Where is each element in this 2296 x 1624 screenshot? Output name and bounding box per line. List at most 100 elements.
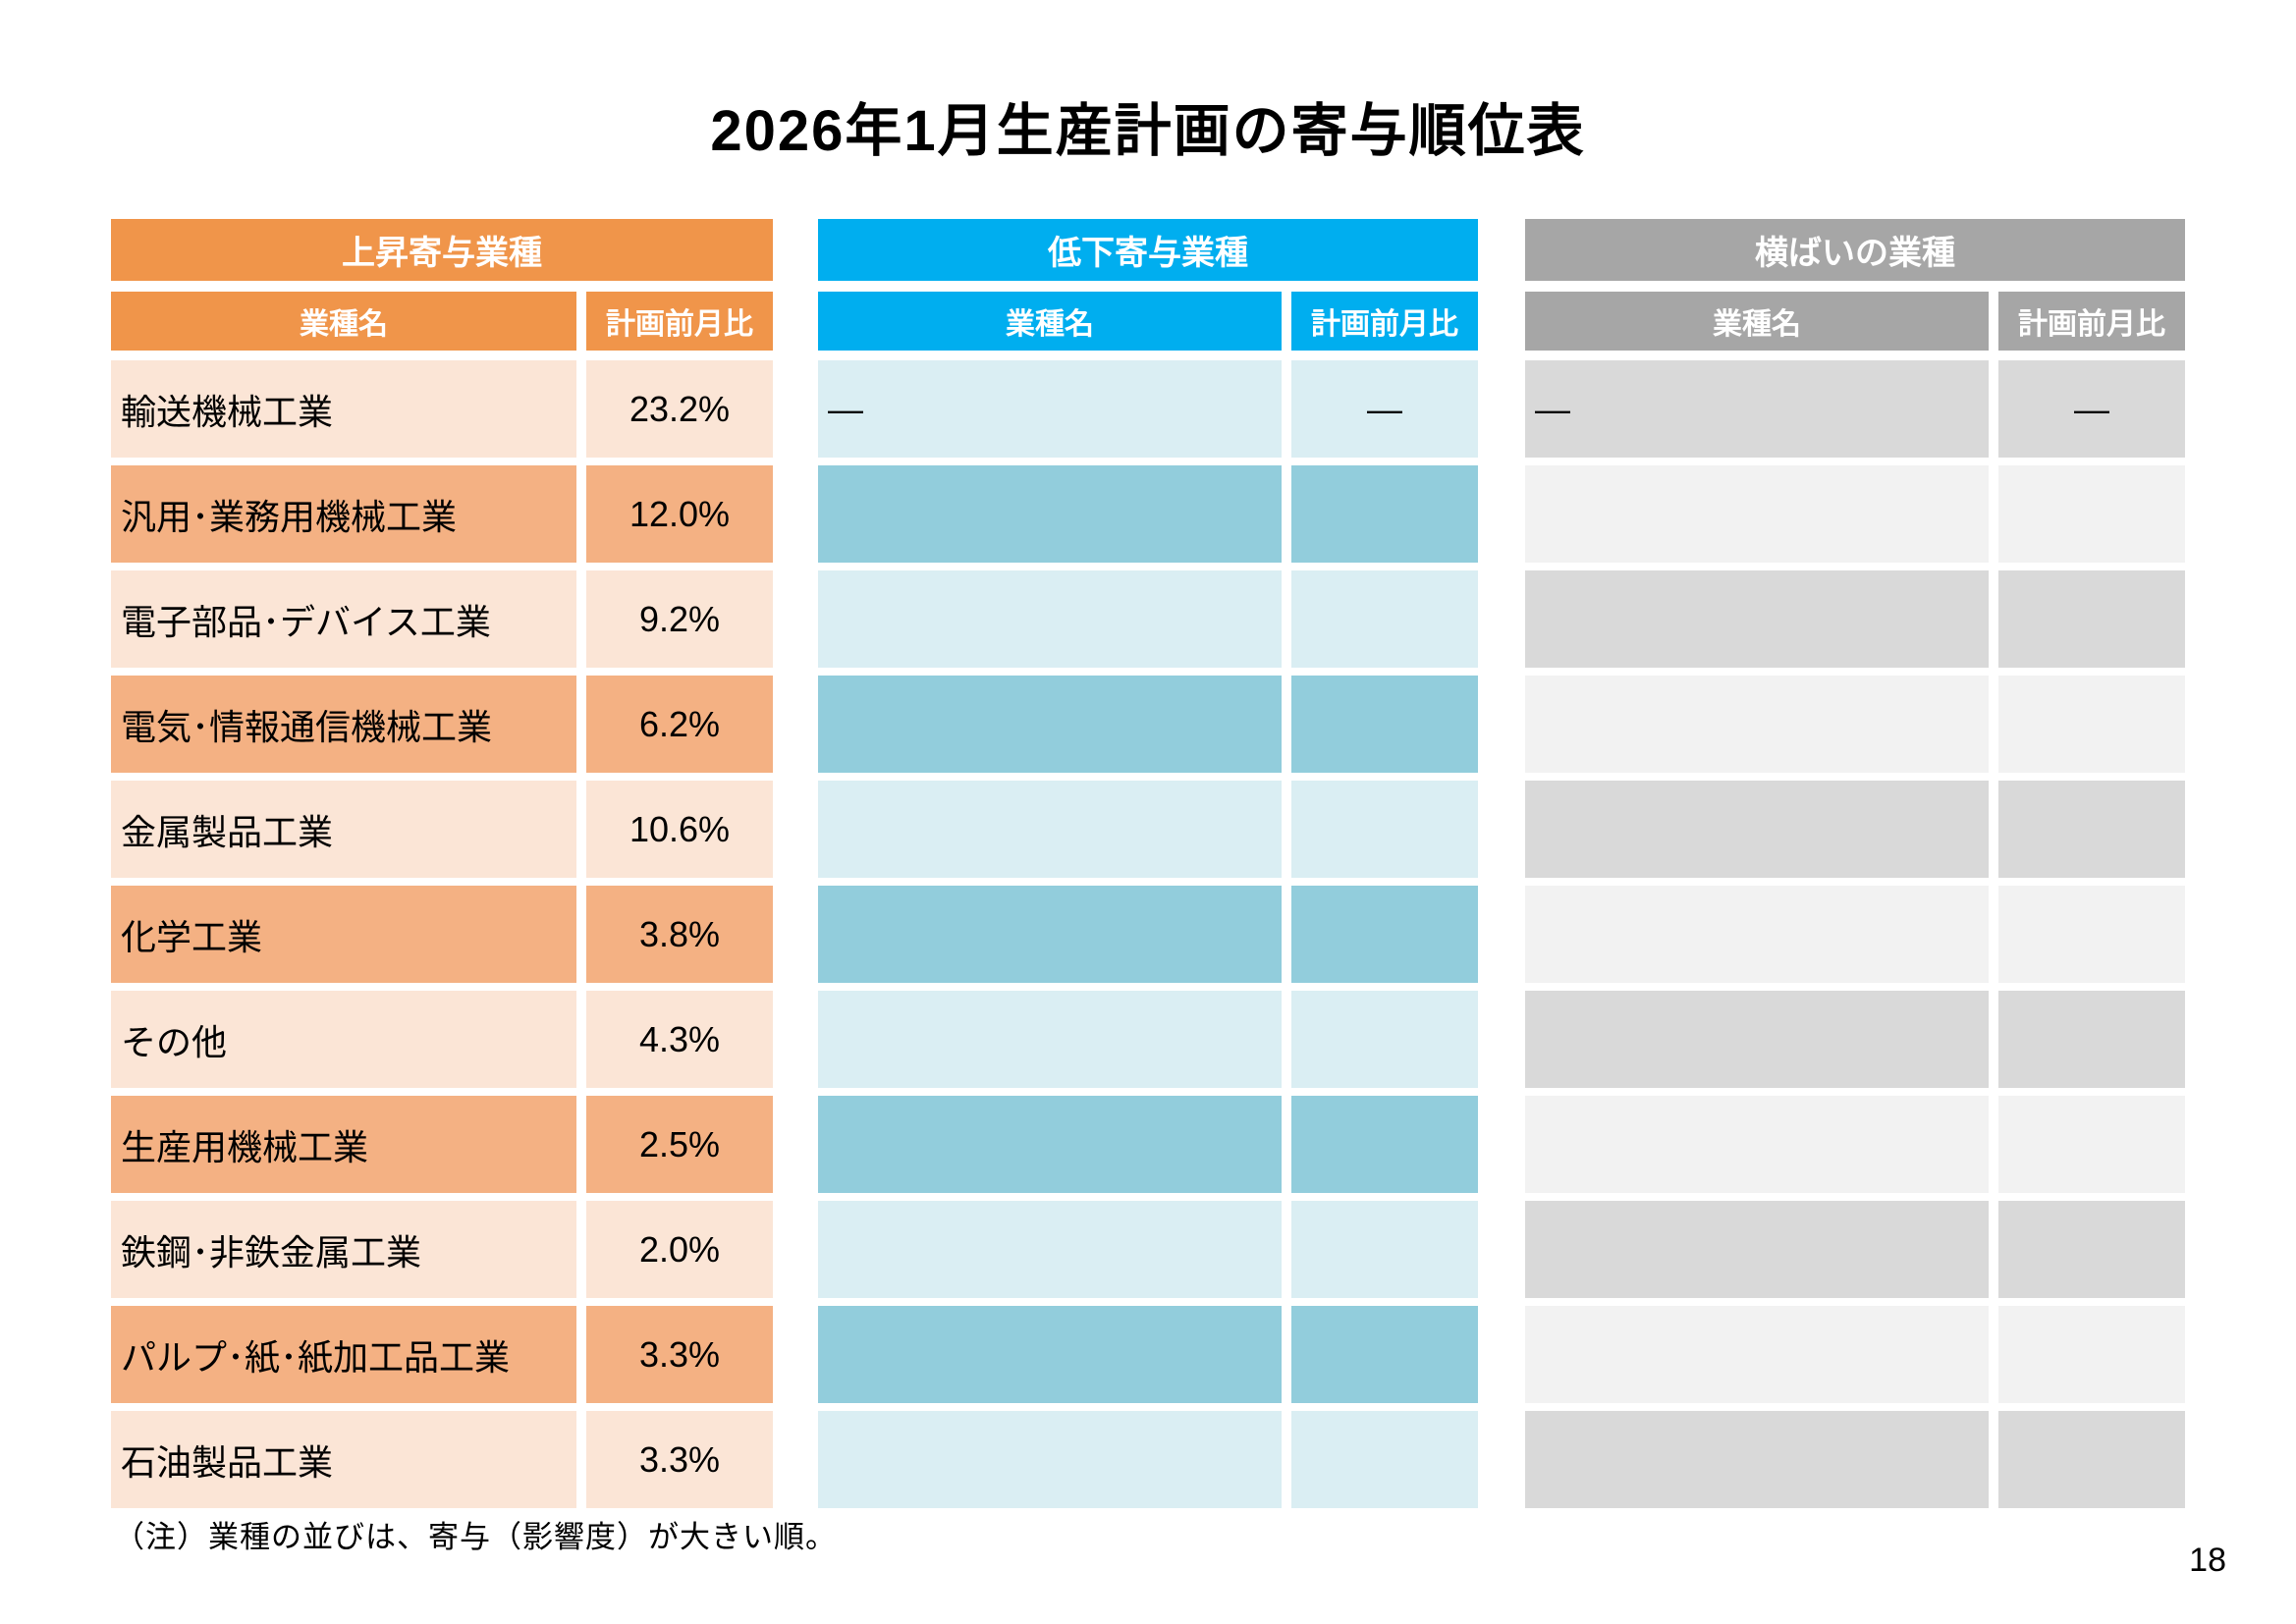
table-row [818, 1411, 1478, 1508]
table-row [1525, 1096, 2185, 1193]
ratio-value-cell: 2.5% [586, 1096, 773, 1193]
table-row [1525, 886, 2185, 983]
industry-name-cell [1525, 1411, 1989, 1508]
ratio-value-cell: 10.6% [586, 781, 773, 878]
ratio-value-cell: 12.0% [586, 465, 773, 563]
table-row: パルプ･紙･紙加工品工業 3.3% [111, 1306, 773, 1403]
column-header-industry-name: 業種名 [818, 292, 1282, 351]
table-row [1525, 465, 2185, 563]
ratio-value-cell: 23.2% [586, 360, 773, 458]
table-title-falling: 低下寄与業種 [818, 219, 1478, 281]
table-row: ― ― [818, 360, 1478, 458]
ratio-value-cell: 3.3% [586, 1411, 773, 1508]
industry-name-cell [818, 1306, 1282, 1403]
industry-name-cell: 電気･情報通信機械工業 [111, 676, 576, 773]
industry-name-cell [818, 991, 1282, 1088]
industry-name-cell: ― [818, 360, 1282, 458]
table-row [1525, 781, 2185, 878]
table-row: 生産用機械工業 2.5% [111, 1096, 773, 1193]
industry-name-cell: 金属製品工業 [111, 781, 576, 878]
table-row [818, 1306, 1478, 1403]
table-row: 電子部品･デバイス工業 9.2% [111, 570, 773, 668]
table-flat-industries: 横ばいの業種 業種名 計画前月比 ― ― [1525, 219, 2185, 1516]
table-row [818, 465, 1478, 563]
industry-name-cell [818, 570, 1282, 668]
ratio-value-cell [1291, 570, 1478, 668]
ratio-value-cell: 3.8% [586, 886, 773, 983]
table-rows: ― ― [818, 360, 1478, 1516]
ratio-value-cell [1291, 1411, 1478, 1508]
column-header-row: 業種名 計画前月比 [1525, 292, 2185, 351]
industry-name-cell [818, 886, 1282, 983]
industry-name-cell: その他 [111, 991, 576, 1088]
table-row: 輸送機械工業 23.2% [111, 360, 773, 458]
ratio-value-cell: 3.3% [586, 1306, 773, 1403]
industry-name-cell [1525, 1201, 1989, 1298]
ratio-value-cell: 2.0% [586, 1201, 773, 1298]
industry-name-cell [1525, 781, 1989, 878]
ratio-value-cell [1291, 1201, 1478, 1298]
ratio-value-cell [1998, 781, 2185, 878]
industry-name-cell [818, 781, 1282, 878]
industry-name-cell [1525, 465, 1989, 563]
table-row [1525, 991, 2185, 1088]
table-falling-contribution: 低下寄与業種 業種名 計画前月比 ― ― [818, 219, 1478, 1516]
table-row: 電気･情報通信機械工業 6.2% [111, 676, 773, 773]
page-title: 2026年1月生産計画の寄与順位表 [710, 98, 1586, 163]
ratio-value-cell [1998, 1096, 2185, 1193]
ratio-value-cell: 9.2% [586, 570, 773, 668]
table-rows: 輸送機械工業 23.2% 汎用･業務用機械工業 12.0% 電子部品･デバイス工業 9.2… [111, 360, 773, 1516]
table-row [1525, 570, 2185, 668]
table-row [818, 781, 1478, 878]
footnote: （注）業種の並びは、寄与（影響度）が大きい順。 [114, 1520, 837, 1554]
table-row: 汎用･業務用機械工業 12.0% [111, 465, 773, 563]
ratio-value-cell: 6.2% [586, 676, 773, 773]
ratio-value-cell [1291, 991, 1478, 1088]
ratio-value-cell [1998, 1201, 2185, 1298]
table-row [818, 570, 1478, 668]
table-row [818, 886, 1478, 983]
industry-name-cell [1525, 991, 1989, 1088]
ratio-value-cell: 4.3% [586, 991, 773, 1088]
ratio-value-cell [1291, 781, 1478, 878]
industry-name-cell [818, 676, 1282, 773]
table-rows: ― ― [1525, 360, 2185, 1516]
industry-name-cell [818, 1411, 1282, 1508]
industry-name-cell: 石油製品工業 [111, 1411, 576, 1508]
ratio-value-cell [1998, 886, 2185, 983]
table-row [1525, 1201, 2185, 1298]
industry-name-cell: 電子部品･デバイス工業 [111, 570, 576, 668]
ratio-value-cell [1998, 991, 2185, 1088]
ratio-value-cell [1291, 1306, 1478, 1403]
page-number: 18 [2189, 1542, 2226, 1579]
ratio-value-cell [1998, 676, 2185, 773]
table-row [818, 676, 1478, 773]
industry-name-cell [1525, 1306, 1989, 1403]
table-row: ― ― [1525, 360, 2185, 458]
industry-name-cell: 輸送機械工業 [111, 360, 576, 458]
ratio-value-cell [1291, 1096, 1478, 1193]
ratio-value-cell [1998, 570, 2185, 668]
industry-name-cell [818, 1096, 1282, 1193]
industry-name-cell: 生産用機械工業 [111, 1096, 576, 1193]
table-row: 化学工業 3.8% [111, 886, 773, 983]
column-header-plan-mom-ratio: 計画前月比 [1291, 292, 1478, 351]
table-row [818, 991, 1478, 1088]
column-header-row: 業種名 計画前月比 [818, 292, 1478, 351]
table-row: その他 4.3% [111, 991, 773, 1088]
table-row [1525, 1306, 2185, 1403]
column-header-plan-mom-ratio: 計画前月比 [586, 292, 773, 351]
industry-name-cell: ― [1525, 360, 1989, 458]
ratio-value-cell [1291, 465, 1478, 563]
column-header-plan-mom-ratio: 計画前月比 [1998, 292, 2185, 351]
industry-name-cell: 化学工業 [111, 886, 576, 983]
ratio-value-cell [1998, 1411, 2185, 1508]
ratio-value-cell [1291, 676, 1478, 773]
industry-name-cell: 鉄鋼･非鉄金属工業 [111, 1201, 576, 1298]
ratio-value-cell [1291, 886, 1478, 983]
industry-name-cell: パルプ･紙･紙加工品工業 [111, 1306, 576, 1403]
ratio-value-cell: ― [1998, 360, 2185, 458]
industry-name-cell [1525, 1096, 1989, 1193]
table-row [818, 1096, 1478, 1193]
